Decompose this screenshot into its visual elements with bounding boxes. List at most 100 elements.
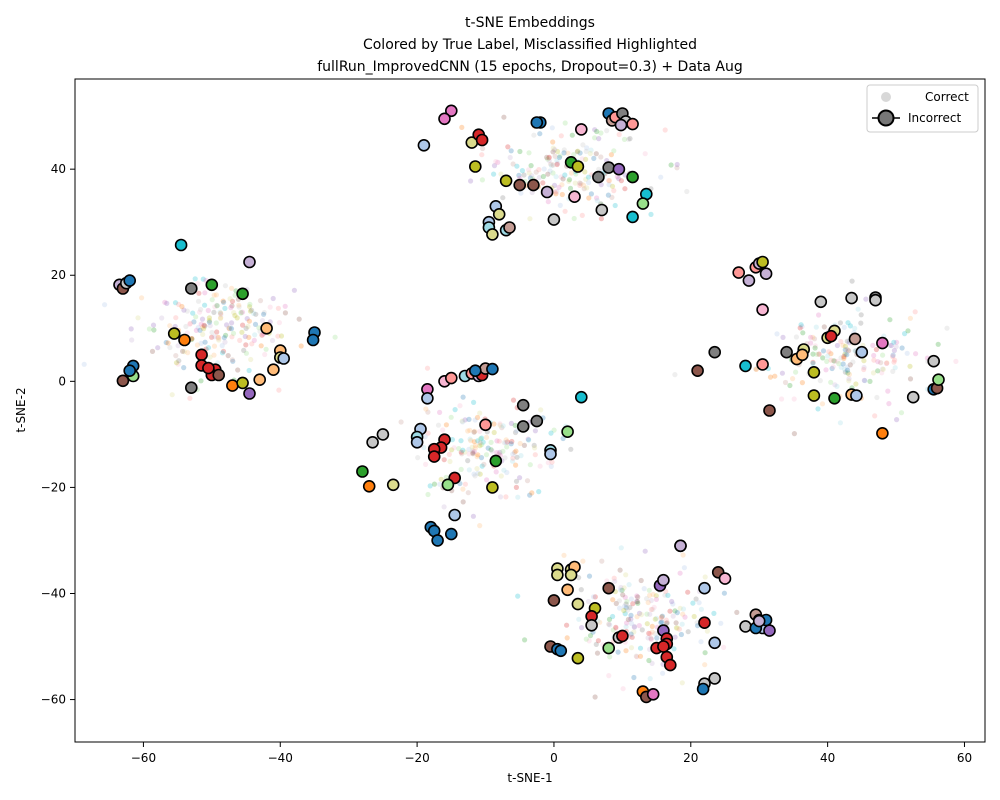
correct-point — [169, 392, 175, 398]
correct-point — [190, 310, 196, 316]
correct-point — [890, 368, 896, 374]
correct-point — [460, 419, 466, 425]
correct-point — [222, 339, 228, 345]
correct-point — [574, 149, 581, 155]
correct-point — [556, 184, 562, 190]
correct-point — [557, 153, 563, 159]
incorrect-point — [759, 267, 773, 281]
correct-point — [711, 610, 717, 617]
correct-point — [508, 441, 514, 447]
incorrect-point — [547, 594, 561, 607]
correct-point — [619, 587, 625, 593]
incorrect-point — [855, 345, 869, 359]
correct-point — [812, 345, 818, 351]
correct-point — [598, 216, 605, 222]
correct-point — [679, 621, 685, 627]
incorrect-point — [828, 391, 841, 405]
correct-point — [159, 315, 165, 321]
x-axis-ticks: −60 −40 −20 0 20 40 60 — [131, 742, 972, 765]
correct-point — [165, 340, 171, 346]
correct-point — [634, 599, 641, 605]
correct-point — [220, 298, 226, 304]
correct-point — [559, 182, 565, 188]
correct-point — [578, 181, 584, 187]
incorrect-point — [602, 581, 616, 595]
correct-point — [529, 173, 535, 179]
correct-point — [828, 379, 834, 385]
incorrect-point — [243, 255, 256, 269]
correct-point — [218, 312, 224, 318]
correct-point — [221, 299, 227, 305]
correct-point — [500, 448, 506, 454]
correct-point — [594, 195, 600, 201]
correct-point — [181, 307, 187, 313]
correct-point — [471, 448, 477, 455]
correct-point — [884, 360, 890, 366]
correct-point — [673, 625, 680, 631]
incorrect-point — [626, 210, 639, 224]
correct-point — [475, 452, 481, 458]
correct-point — [618, 545, 624, 551]
x-tick-label: 20 — [683, 751, 698, 765]
correct-point — [225, 353, 231, 359]
correct-point — [194, 342, 200, 348]
correct-point — [616, 131, 622, 138]
correct-point — [841, 355, 847, 361]
correct-point — [228, 325, 234, 331]
correct-point — [891, 347, 898, 354]
correct-point — [837, 420, 844, 426]
correct-point — [599, 558, 605, 564]
correct-point — [598, 130, 604, 136]
correct-point — [622, 594, 628, 601]
correct-point — [249, 307, 255, 313]
correct-point — [642, 151, 648, 157]
correct-point — [211, 352, 217, 358]
correct-point — [696, 600, 702, 606]
correct-point — [553, 191, 559, 197]
correct-point — [622, 186, 628, 192]
correct-point — [582, 169, 588, 175]
correct-point — [604, 128, 610, 134]
correct-point — [507, 154, 513, 161]
correct-point — [633, 653, 639, 659]
incorrect-point — [513, 178, 527, 192]
incorrect-point — [698, 581, 711, 595]
correct-point — [592, 127, 598, 133]
correct-point — [679, 680, 685, 686]
chart-title-line-3: fullRun_ImprovedCNN (15 epochs, Dropout=… — [317, 59, 743, 75]
correct-point — [440, 427, 446, 433]
correct-point — [276, 387, 282, 393]
correct-point — [779, 370, 786, 376]
incorrect-point — [116, 374, 130, 388]
correct-point — [551, 147, 558, 153]
correct-point — [637, 645, 644, 651]
correct-point — [684, 188, 690, 195]
correct-point — [477, 471, 483, 477]
correct-point — [202, 290, 208, 296]
correct-point — [545, 460, 551, 466]
correct-point — [564, 635, 570, 641]
correct-point — [799, 380, 806, 386]
correct-point — [503, 494, 509, 500]
correct-point — [513, 462, 519, 468]
correct-point — [471, 471, 477, 477]
correct-point — [202, 302, 208, 308]
correct-point — [447, 458, 453, 465]
correct-point — [622, 611, 628, 617]
correct-point — [562, 172, 568, 178]
correct-point — [498, 473, 504, 479]
correct-point — [677, 570, 683, 576]
correct-point — [249, 341, 255, 347]
correct-point — [870, 342, 876, 348]
x-axis-label: t-SNE-1 — [507, 771, 552, 785]
correct-point — [449, 447, 455, 453]
correct-point — [659, 619, 665, 625]
incorrect-point — [205, 278, 219, 292]
correct-point — [944, 325, 950, 331]
correct-point — [175, 343, 181, 349]
correct-point — [834, 358, 840, 364]
correct-point — [556, 154, 563, 161]
correct-point — [471, 439, 477, 445]
correct-point — [229, 303, 235, 309]
correct-point — [634, 614, 640, 620]
